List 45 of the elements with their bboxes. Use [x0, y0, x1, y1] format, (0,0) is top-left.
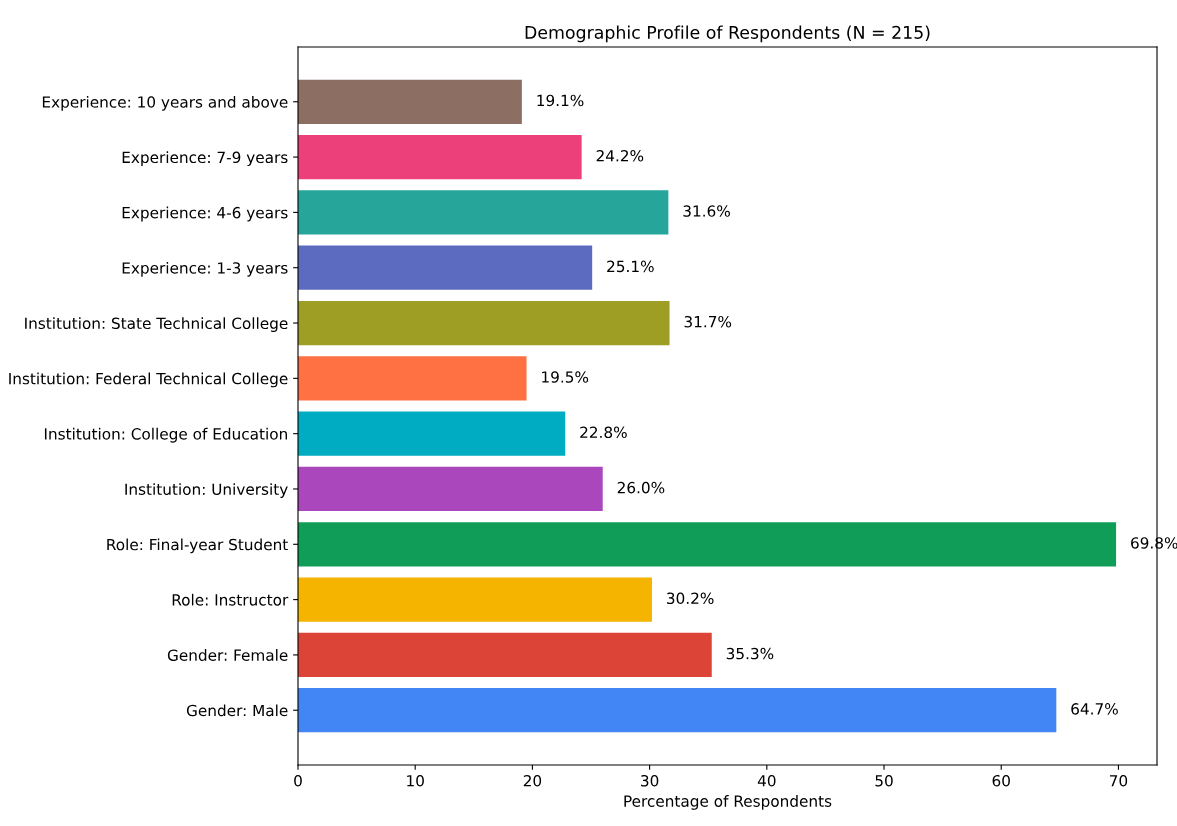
data-label: 19.1%: [537, 94, 584, 107]
x-tick-label: 20: [523, 774, 542, 787]
x-tick-label: 10: [407, 774, 424, 787]
data-label: 22.8%: [580, 426, 627, 439]
bar: [298, 632, 712, 678]
y-tick-label: Role: Final-year Student: [107, 538, 288, 554]
x-tick-label: 60: [992, 774, 1010, 787]
x-tick-label: 0: [294, 774, 302, 787]
data-label: 30.2%: [667, 592, 714, 605]
y-tick-label: Institution: University: [125, 483, 288, 498]
bar: [298, 577, 652, 622]
bar: [298, 466, 603, 512]
y-tick-label: Role: Instructor: [172, 593, 289, 606]
data-label: 19.5%: [542, 371, 589, 383]
chart-title: Demographic Profile of Respondents (N = 215): [525, 25, 930, 43]
x-tick-label: 50: [875, 774, 893, 787]
y-tick-label: Institution: College of Education: [44, 427, 287, 443]
bar: [298, 411, 566, 456]
bar: [298, 190, 669, 235]
x-axis-title: Percentage of Respondents: [624, 795, 832, 810]
data-label: 31.6%: [683, 205, 730, 217]
bar: [298, 688, 1057, 733]
x-tick-label: 70: [1109, 774, 1128, 787]
bar: [298, 300, 670, 346]
y-tick-label: Experience: 4-6 years: [122, 206, 288, 222]
x-tick-label: 40: [757, 774, 776, 787]
data-label: 64.7%: [1071, 703, 1118, 715]
bar: [298, 245, 593, 290]
y-tick-label: Gender: Female: [167, 649, 288, 661]
data-label: 24.2%: [596, 149, 644, 162]
y-tick-label: Experience: 7-9 years: [122, 151, 288, 167]
bar: [298, 79, 522, 124]
x-tick-label: 30: [641, 774, 659, 787]
y-tick-label: Institution: State Technical College: [25, 317, 288, 333]
bar: [298, 134, 582, 180]
bar: [298, 356, 527, 401]
data-label: 25.1%: [607, 260, 654, 273]
y-tick-label: Experience: 1-3 years: [122, 261, 288, 277]
bar: [298, 522, 1117, 567]
y-tick-label: Gender: Male: [186, 704, 288, 717]
y-tick-label: Institution: Federal Technical College: [9, 372, 288, 388]
y-tick-label: Experience: 10 years and above: [42, 95, 288, 111]
data-label: 31.7%: [684, 315, 732, 328]
data-label: 26.0%: [617, 481, 665, 494]
data-label: 35.3%: [726, 647, 774, 660]
